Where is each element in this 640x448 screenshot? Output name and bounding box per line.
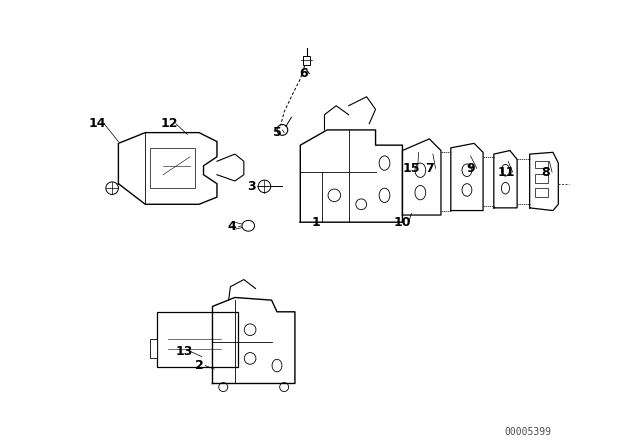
Ellipse shape — [462, 184, 472, 196]
Text: 6: 6 — [300, 67, 308, 80]
Text: 1: 1 — [311, 215, 320, 229]
Bar — [150, 148, 195, 188]
Ellipse shape — [258, 180, 271, 193]
Ellipse shape — [219, 383, 228, 392]
Text: 00005399: 00005399 — [504, 427, 552, 437]
Ellipse shape — [379, 156, 390, 170]
Bar — [535, 174, 548, 183]
Text: 7: 7 — [425, 162, 434, 175]
Ellipse shape — [356, 199, 367, 210]
Ellipse shape — [502, 182, 509, 194]
Bar — [150, 339, 157, 358]
Ellipse shape — [462, 164, 472, 177]
Ellipse shape — [244, 353, 256, 364]
Text: 12: 12 — [161, 117, 178, 130]
Text: 10: 10 — [394, 215, 411, 229]
Text: 15: 15 — [403, 162, 420, 175]
Text: 8: 8 — [541, 165, 550, 179]
Bar — [535, 161, 548, 168]
Ellipse shape — [280, 383, 289, 392]
Ellipse shape — [328, 189, 340, 202]
Ellipse shape — [277, 125, 288, 135]
Text: 13: 13 — [175, 345, 193, 358]
Bar — [535, 188, 548, 197]
Text: 5: 5 — [273, 126, 282, 139]
Ellipse shape — [502, 164, 509, 176]
Ellipse shape — [244, 324, 256, 336]
Text: 14: 14 — [89, 117, 106, 130]
Text: 2: 2 — [195, 359, 204, 372]
Ellipse shape — [415, 185, 426, 200]
Ellipse shape — [272, 359, 282, 372]
Ellipse shape — [379, 188, 390, 202]
Ellipse shape — [106, 182, 118, 194]
Text: 11: 11 — [498, 165, 515, 179]
Ellipse shape — [415, 163, 426, 177]
Text: 4: 4 — [228, 220, 237, 233]
Bar — [303, 56, 310, 65]
Bar — [157, 312, 237, 367]
Text: 9: 9 — [466, 162, 475, 175]
Text: 3: 3 — [246, 180, 255, 193]
Ellipse shape — [242, 220, 255, 231]
